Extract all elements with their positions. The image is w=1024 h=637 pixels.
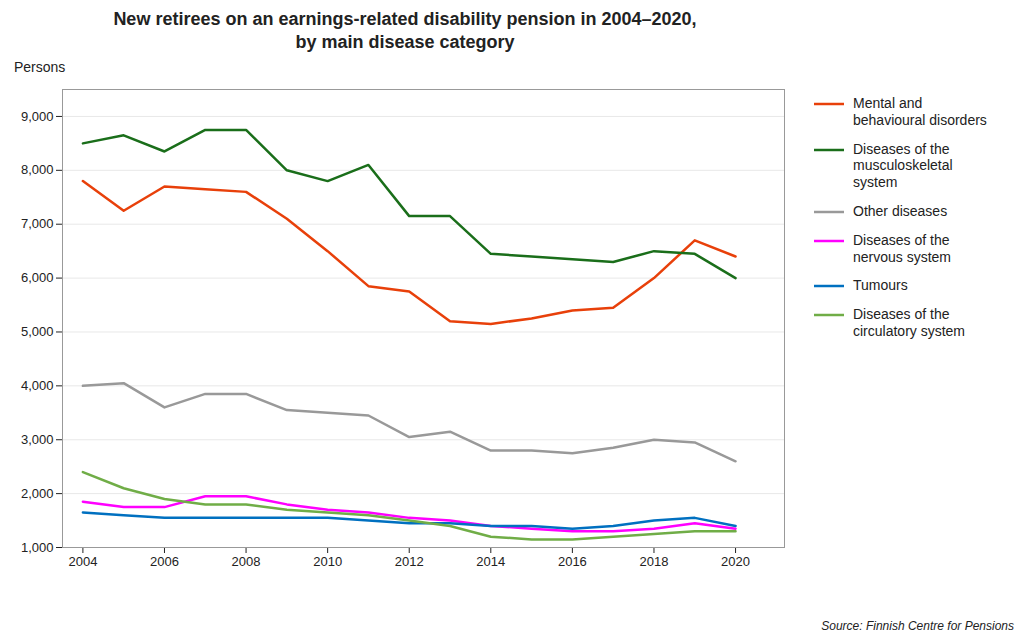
svg-text:4,000: 4,000 bbox=[21, 378, 54, 393]
svg-text:5,000: 5,000 bbox=[21, 324, 54, 339]
svg-text:3,000: 3,000 bbox=[21, 432, 54, 447]
svg-text:2016: 2016 bbox=[558, 554, 587, 569]
svg-text:2012: 2012 bbox=[395, 554, 424, 569]
svg-text:1,000: 1,000 bbox=[21, 540, 54, 555]
svg-text:6,000: 6,000 bbox=[21, 270, 54, 285]
svg-text:2020: 2020 bbox=[721, 554, 750, 569]
html-text:Source: Finnish Centre for Pen: Source: Finnish Centre for Pensions bbox=[821, 619, 1014, 633]
html-text:Persons: Persons bbox=[14, 59, 66, 75]
html-text:Diseases of the nervous system: Diseases of the nervous system bbox=[853, 231, 951, 265]
svg-text:2008: 2008 bbox=[232, 554, 261, 569]
svg-text:2004: 2004 bbox=[68, 554, 97, 569]
html-text:Tumours: Tumours bbox=[853, 277, 908, 294]
svg-text:9,000: 9,000 bbox=[21, 109, 54, 124]
html-text:Mental and behavioural disorde: Mental and behavioural disorders bbox=[853, 95, 987, 128]
html-text:Diseases of the circulatory sy: Diseases of the circulatory system bbox=[853, 306, 965, 339]
svg-text:2018: 2018 bbox=[640, 554, 669, 569]
svg-text:2014: 2014 bbox=[476, 554, 505, 569]
html-text:Other diseases: Other diseases bbox=[853, 203, 948, 219]
svg-text:2,000: 2,000 bbox=[21, 486, 54, 501]
svg-text:7,000: 7,000 bbox=[21, 216, 54, 231]
html-text:Diseases of the musculoskeleta: Diseases of the musculoskeletal system bbox=[853, 140, 953, 191]
svg-text:2010: 2010 bbox=[313, 554, 342, 569]
html-text:New retirees on an earnings-re: New retirees on an earnings-related disa… bbox=[113, 9, 697, 52]
svg-text:8,000: 8,000 bbox=[21, 162, 54, 177]
svg-text:2006: 2006 bbox=[150, 554, 179, 569]
